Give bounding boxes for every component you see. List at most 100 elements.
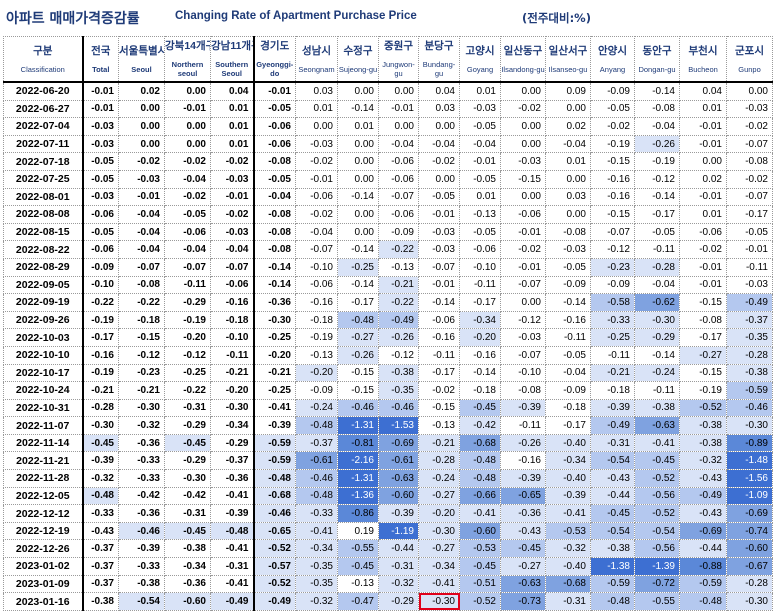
value-cell[interactable]: -0.01 [378, 99, 419, 119]
value-cell[interactable]: -0.14 [634, 187, 680, 207]
value-cell[interactable]: -0.07 [726, 134, 773, 154]
date-cell[interactable]: 2022-12-05 [3, 486, 84, 506]
value-cell[interactable]: 0.00 [418, 117, 460, 136]
value-cell[interactable]: -0.06 [164, 222, 211, 242]
value-cell[interactable]: -0.16 [500, 451, 546, 471]
value-cell[interactable]: -0.04 [210, 240, 254, 259]
value-cell[interactable]: -0.30 [118, 398, 165, 418]
value-cell[interactable]: -0.28 [418, 451, 460, 471]
value-cell[interactable]: -0.38 [118, 574, 165, 594]
value-cell[interactable]: -0.49 [210, 592, 254, 611]
value-cell[interactable]: -0.08 [545, 222, 591, 242]
value-cell[interactable]: 0.00 [726, 81, 773, 101]
value-cell[interactable]: -0.05 [418, 187, 460, 207]
value-cell[interactable]: -0.06 [210, 275, 254, 295]
value-cell[interactable]: -0.11 [634, 240, 680, 259]
date-cell[interactable]: 2022-11-21 [3, 451, 84, 471]
value-cell[interactable]: 0.00 [545, 169, 591, 189]
value-cell[interactable]: -0.05 [459, 117, 501, 136]
value-cell[interactable]: -0.33 [118, 557, 165, 576]
value-cell[interactable]: -0.31 [590, 433, 635, 453]
value-cell[interactable]: -0.04 [164, 169, 211, 189]
value-cell[interactable]: -0.41 [210, 539, 254, 559]
value-cell[interactable]: -0.38 [82, 592, 119, 611]
value-cell[interactable]: -0.48 [459, 469, 501, 488]
value-cell[interactable]: -0.30 [82, 416, 119, 435]
value-cell[interactable]: -0.17 [545, 416, 591, 435]
value-cell[interactable]: -0.37 [210, 451, 254, 471]
date-cell[interactable]: 2022-08-15 [3, 222, 84, 242]
value-cell[interactable]: 0.02 [545, 117, 591, 136]
value-cell[interactable]: -0.10 [459, 257, 501, 277]
value-cell[interactable]: -0.52 [252, 539, 296, 559]
value-cell[interactable]: -0.09 [590, 275, 635, 295]
value-cell[interactable]: -0.36 [118, 433, 165, 453]
value-cell[interactable]: -0.36 [210, 469, 254, 488]
value-cell[interactable]: -0.04 [118, 222, 165, 242]
value-cell[interactable]: -0.03 [82, 134, 119, 154]
value-cell[interactable]: -1.56 [726, 469, 773, 488]
value-cell[interactable]: -0.59 [679, 574, 727, 594]
value-cell[interactable]: -0.32 [679, 451, 727, 471]
value-cell[interactable]: -0.34 [210, 416, 254, 435]
value-cell[interactable]: -0.39 [118, 539, 165, 559]
value-cell[interactable]: -0.19 [164, 310, 211, 330]
value-cell[interactable]: -0.60 [378, 486, 419, 506]
value-cell[interactable]: -0.41 [295, 521, 338, 541]
value-cell[interactable]: -0.46 [337, 398, 379, 418]
value-cell[interactable]: -0.04 [545, 363, 591, 383]
value-cell[interactable]: -0.45 [459, 398, 501, 418]
value-cell[interactable]: 0.01 [337, 117, 379, 136]
value-cell[interactable]: -0.29 [164, 416, 211, 435]
value-cell[interactable]: -0.15 [418, 398, 460, 418]
value-cell[interactable]: -0.08 [679, 310, 727, 330]
value-cell[interactable]: -0.24 [634, 363, 680, 383]
value-cell[interactable]: -0.21 [378, 275, 419, 295]
value-cell[interactable]: -0.14 [634, 81, 680, 101]
value-cell[interactable]: -0.37 [295, 433, 338, 453]
value-cell[interactable]: 0.01 [545, 152, 591, 171]
value-cell[interactable]: -0.63 [500, 574, 546, 594]
value-cell[interactable]: -0.32 [118, 416, 165, 435]
value-cell[interactable]: -0.16 [210, 293, 254, 312]
value-cell[interactable]: 0.00 [500, 187, 546, 207]
value-cell[interactable]: -0.18 [590, 381, 635, 400]
value-cell[interactable]: -0.37 [82, 574, 119, 594]
value-cell[interactable]: -0.58 [590, 293, 635, 312]
value-cell[interactable]: -0.30 [418, 521, 460, 541]
date-cell[interactable]: 2022-10-31 [3, 398, 84, 418]
value-cell[interactable]: -0.48 [679, 592, 727, 611]
value-cell[interactable]: -0.45 [634, 451, 680, 471]
value-cell[interactable]: -0.14 [545, 293, 591, 312]
value-cell[interactable]: -0.21 [118, 381, 165, 400]
value-cell[interactable]: -0.18 [210, 310, 254, 330]
value-cell[interactable]: -0.05 [82, 169, 119, 189]
value-cell[interactable]: -0.54 [634, 521, 680, 541]
value-cell[interactable]: -0.30 [210, 398, 254, 418]
value-cell[interactable]: -0.38 [164, 539, 211, 559]
value-cell[interactable]: -0.27 [500, 557, 546, 576]
value-cell[interactable]: -0.17 [459, 293, 501, 312]
value-cell[interactable]: -0.10 [500, 363, 546, 383]
date-cell[interactable]: 2022-10-10 [3, 345, 84, 365]
value-cell[interactable]: -0.74 [726, 521, 773, 541]
value-cell[interactable]: -0.27 [679, 345, 727, 365]
value-cell[interactable]: -0.25 [337, 257, 379, 277]
value-cell[interactable]: -0.34 [164, 557, 211, 576]
value-cell[interactable]: -0.04 [118, 240, 165, 259]
value-cell[interactable]: -0.66 [459, 486, 501, 506]
value-cell[interactable]: -0.61 [295, 451, 338, 471]
value-cell[interactable]: -0.34 [545, 451, 591, 471]
value-cell[interactable]: -0.06 [378, 205, 419, 224]
value-cell[interactable]: -0.02 [295, 205, 338, 224]
value-cell[interactable]: -0.44 [378, 539, 419, 559]
value-cell[interactable]: 0.04 [418, 81, 460, 101]
value-cell[interactable]: -0.14 [337, 99, 379, 119]
value-cell[interactable]: -0.07 [164, 257, 211, 277]
value-cell[interactable]: 0.00 [164, 117, 211, 136]
value-cell[interactable]: -0.17 [679, 328, 727, 347]
value-cell[interactable]: -0.11 [459, 275, 501, 295]
value-cell[interactable]: -0.45 [500, 539, 546, 559]
value-cell[interactable]: -0.16 [82, 345, 119, 365]
value-cell[interactable]: -0.09 [545, 275, 591, 295]
